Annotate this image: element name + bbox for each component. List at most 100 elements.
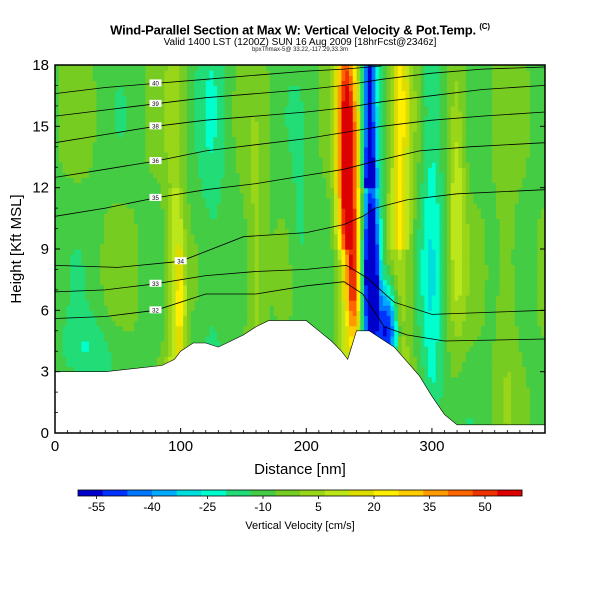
- velocity-cell: [153, 111, 158, 117]
- velocity-cell: [92, 335, 98, 342]
- velocity-cell: [92, 289, 98, 296]
- velocity-cell: [66, 100, 71, 107]
- velocity-cell: [311, 70, 316, 76]
- velocity-cell: [137, 65, 143, 71]
- velocity-cell: [179, 70, 184, 76]
- velocity-cell: [235, 305, 241, 311]
- velocity-cell: [111, 351, 116, 357]
- velocity-cell: [164, 100, 169, 107]
- velocity-cell: [217, 167, 222, 173]
- velocity-cell: [190, 85, 196, 92]
- velocity-cell: [262, 95, 267, 102]
- velocity-cell: [190, 187, 196, 194]
- velocity-cell: [119, 228, 124, 235]
- velocity-cell: [258, 105, 263, 112]
- velocity-cell: [88, 141, 94, 148]
- velocity-cell: [296, 233, 301, 240]
- velocity-cell: [179, 284, 184, 291]
- velocity-cell: [153, 213, 158, 219]
- velocity-cell: [92, 162, 98, 168]
- velocity-cell: [168, 243, 173, 250]
- velocity-cell: [220, 151, 226, 158]
- velocity-cell: [258, 177, 263, 184]
- velocity-cell: [292, 121, 297, 127]
- velocity-cell: [220, 187, 226, 194]
- velocity-cell: [224, 192, 229, 199]
- velocity-cell: [137, 70, 143, 76]
- velocity-cell: [122, 172, 128, 179]
- velocity-cell: [213, 300, 218, 306]
- velocity-cell: [209, 233, 214, 240]
- velocity-cell: [239, 208, 245, 214]
- velocity-cell: [134, 264, 139, 271]
- velocity-cell: [137, 254, 143, 260]
- velocity-cell: [81, 269, 86, 276]
- velocity-cell: [70, 146, 75, 153]
- velocity-cell: [115, 208, 120, 214]
- velocity-cell: [179, 100, 184, 107]
- velocity-cell: [262, 223, 267, 230]
- velocity-cell: [85, 284, 90, 291]
- velocity-cell: [164, 187, 169, 194]
- velocity-cell: [156, 315, 162, 322]
- velocity-cell: [281, 192, 286, 199]
- velocity-cell: [190, 80, 196, 87]
- velocity-cell: [224, 187, 229, 194]
- velocity-cell: [141, 330, 147, 337]
- velocity-cell: [205, 80, 211, 87]
- velocity-cell: [145, 228, 150, 235]
- velocity-cell: [266, 315, 271, 322]
- velocity-cell: [141, 80, 147, 87]
- velocity-cell: [258, 249, 263, 255]
- velocity-cell: [205, 218, 211, 225]
- velocity-cell: [100, 346, 105, 352]
- velocity-cell: [194, 141, 199, 148]
- velocity-cell: [235, 330, 241, 337]
- velocity-cell: [224, 249, 229, 255]
- velocity-cell: [266, 157, 271, 163]
- velocity-cell: [134, 310, 139, 317]
- velocity-cell: [126, 146, 131, 153]
- velocity-cell: [73, 315, 79, 322]
- velocity-cell: [55, 289, 60, 296]
- velocity-cell: [107, 274, 113, 281]
- velocity-cell: [220, 228, 226, 235]
- velocity-cell: [198, 330, 203, 337]
- velocity-cell: [202, 70, 207, 76]
- velocity-cell: [115, 75, 120, 81]
- velocity-cell: [104, 182, 109, 189]
- velocity-cell: [235, 75, 241, 81]
- velocity-cell: [183, 121, 188, 127]
- velocity-cell: [292, 238, 297, 245]
- velocity-cell: [198, 105, 203, 112]
- velocity-cell: [164, 351, 169, 357]
- velocity-cell: [73, 228, 79, 235]
- velocity-cell: [111, 274, 116, 281]
- velocity-cell: [55, 141, 60, 148]
- velocity-cell: [156, 141, 162, 148]
- velocity-cell: [202, 80, 207, 87]
- velocity-cell: [58, 182, 64, 189]
- velocity-cell: [205, 116, 211, 122]
- velocity-cell: [273, 197, 278, 204]
- velocity-cell: [126, 228, 131, 235]
- velocity-cell: [269, 182, 275, 189]
- velocity-cell: [209, 177, 214, 184]
- velocity-cell: [137, 346, 143, 352]
- velocity-cell: [269, 274, 275, 281]
- velocity-cell: [96, 356, 101, 363]
- velocity-cell: [251, 70, 256, 76]
- velocity-cell: [224, 264, 229, 271]
- velocity-cell: [115, 65, 120, 71]
- velocity-cell: [307, 289, 312, 296]
- velocity-cell: [70, 167, 75, 173]
- velocity-cell: [149, 243, 154, 250]
- velocity-cell: [164, 305, 169, 311]
- velocity-cell: [96, 325, 101, 332]
- velocity-cell: [300, 269, 305, 276]
- velocity-cell: [58, 254, 64, 260]
- velocity-cell: [198, 223, 203, 230]
- velocity-cell: [107, 85, 113, 92]
- velocity-cell: [307, 223, 312, 230]
- velocity-cell: [160, 203, 165, 209]
